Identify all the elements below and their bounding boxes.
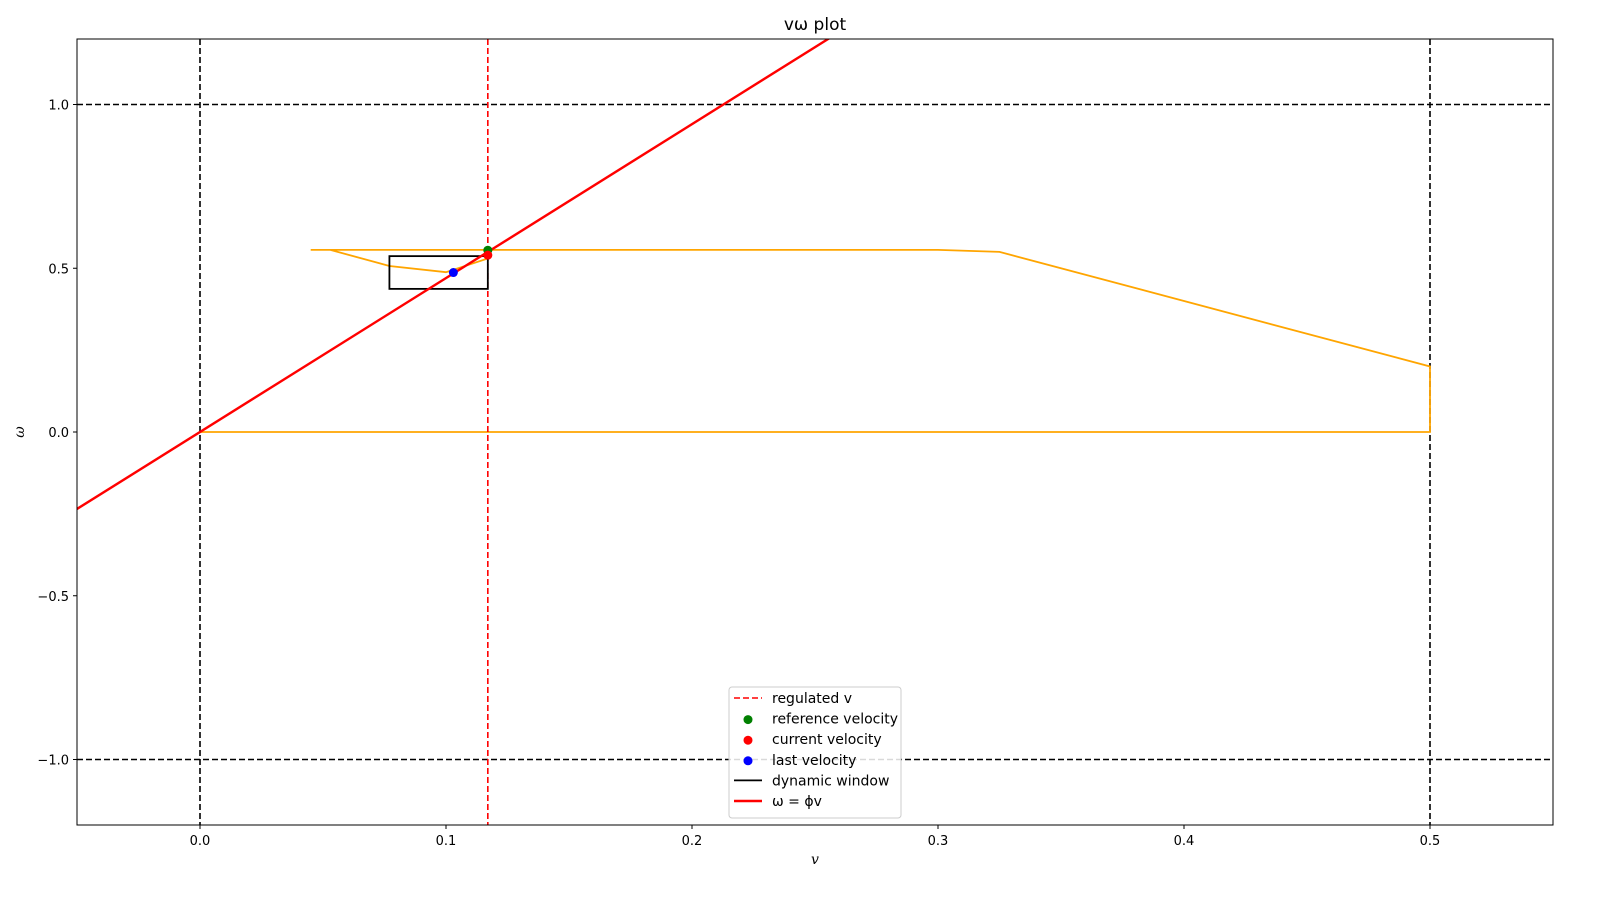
legend-entry: current velocity bbox=[743, 732, 882, 748]
x-tick-label: 0.4 bbox=[1174, 834, 1195, 849]
legend-marker bbox=[743, 715, 753, 725]
x-tick-label: 0.2 bbox=[682, 834, 703, 849]
legend-entry: dynamic window bbox=[734, 773, 889, 789]
legend-box bbox=[728, 686, 902, 819]
legend-marker bbox=[743, 735, 753, 745]
legend-label: regulated v bbox=[772, 691, 852, 707]
legend-label: ω = ϕv bbox=[772, 794, 822, 810]
y-axis-label: ω bbox=[12, 426, 28, 438]
x-tick-label: 0.1 bbox=[436, 834, 457, 849]
legend-entry: reference velocity bbox=[743, 712, 898, 728]
legend: regulated v reference velocity current vel… bbox=[728, 686, 902, 819]
y-axis: −1.0 −0.5 0.0 0.5 1.0 bbox=[37, 99, 77, 769]
x-axis-label: v bbox=[811, 852, 819, 868]
legend-entry: last velocity bbox=[743, 753, 856, 769]
x-tick-label: 0.5 bbox=[1420, 834, 1441, 849]
feasible-region-boundary bbox=[200, 249, 1431, 433]
current-velocity-point bbox=[483, 250, 493, 260]
dynamic-window-rect bbox=[388, 255, 489, 290]
x-tick-label: 0.3 bbox=[928, 834, 949, 849]
legend-label: current velocity bbox=[772, 732, 882, 748]
y-tick-label: 0.0 bbox=[48, 426, 69, 441]
last-velocity-point bbox=[448, 268, 458, 278]
x-axis: 0.0 0.1 0.2 0.3 0.4 0.5 bbox=[190, 825, 1441, 849]
y-tick-label: 1.0 bbox=[48, 99, 69, 114]
legend-entry: regulated v bbox=[734, 691, 852, 707]
y-tick-label: 0.5 bbox=[48, 262, 69, 277]
legend-marker bbox=[743, 756, 753, 766]
chart-title: vω plot bbox=[784, 15, 847, 35]
plot-area bbox=[77, 39, 1553, 825]
legend-entry: ω = ϕv bbox=[734, 794, 822, 810]
legend-label: last velocity bbox=[772, 753, 856, 769]
legend-label: dynamic window bbox=[772, 773, 889, 789]
x-tick-label: 0.0 bbox=[190, 834, 211, 849]
y-tick-label: −1.0 bbox=[37, 754, 69, 769]
legend-label: reference velocity bbox=[772, 712, 898, 728]
y-tick-label: −0.5 bbox=[37, 590, 69, 605]
omega-phi-v-line bbox=[77, 39, 831, 510]
